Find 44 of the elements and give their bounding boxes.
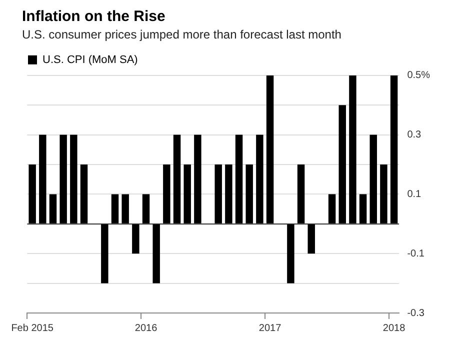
bar (49, 194, 57, 224)
bar (173, 134, 181, 224)
bar (39, 134, 46, 224)
bar (152, 224, 160, 284)
bar (246, 164, 253, 224)
y-tick-label: 0.1 (407, 188, 422, 200)
bar (163, 164, 170, 224)
bar (308, 224, 315, 254)
bar (142, 194, 150, 224)
bar (132, 224, 140, 254)
bar (328, 194, 336, 224)
bar (349, 75, 356, 224)
bar (287, 224, 294, 284)
bar (225, 164, 232, 224)
bar (184, 164, 191, 224)
bar (266, 75, 274, 224)
bar (80, 164, 88, 224)
bar (101, 224, 108, 284)
x-tick-label: 2017 (258, 322, 282, 334)
bar (70, 134, 78, 224)
chart-subtitle: U.S. consumer prices jumped more than forecast last month (22, 28, 342, 42)
bar (297, 164, 305, 224)
bar (122, 194, 129, 224)
bar (338, 105, 346, 224)
y-tick-label: -0.3 (407, 308, 425, 319)
chart-title: Inflation on the Rise (22, 8, 166, 26)
bar (390, 75, 398, 224)
bar (256, 134, 264, 224)
legend-label: U.S. CPI (MoM SA) (42, 54, 138, 66)
bar (380, 164, 388, 224)
y-tick-label: 0.5% (407, 70, 430, 82)
bar (235, 134, 243, 224)
bar (359, 194, 367, 224)
bar (60, 134, 67, 224)
x-tick-label: 2018 (382, 322, 406, 334)
y-tick-label: -0.1 (407, 248, 425, 260)
y-tick-label: 0.3 (407, 130, 422, 141)
bar (194, 134, 202, 224)
bar (28, 164, 36, 224)
x-tick-label: Feb 2015 (11, 322, 54, 334)
bar (111, 194, 119, 224)
x-tick-label: 2016 (134, 322, 158, 334)
bar (214, 164, 222, 224)
bar (370, 134, 377, 224)
